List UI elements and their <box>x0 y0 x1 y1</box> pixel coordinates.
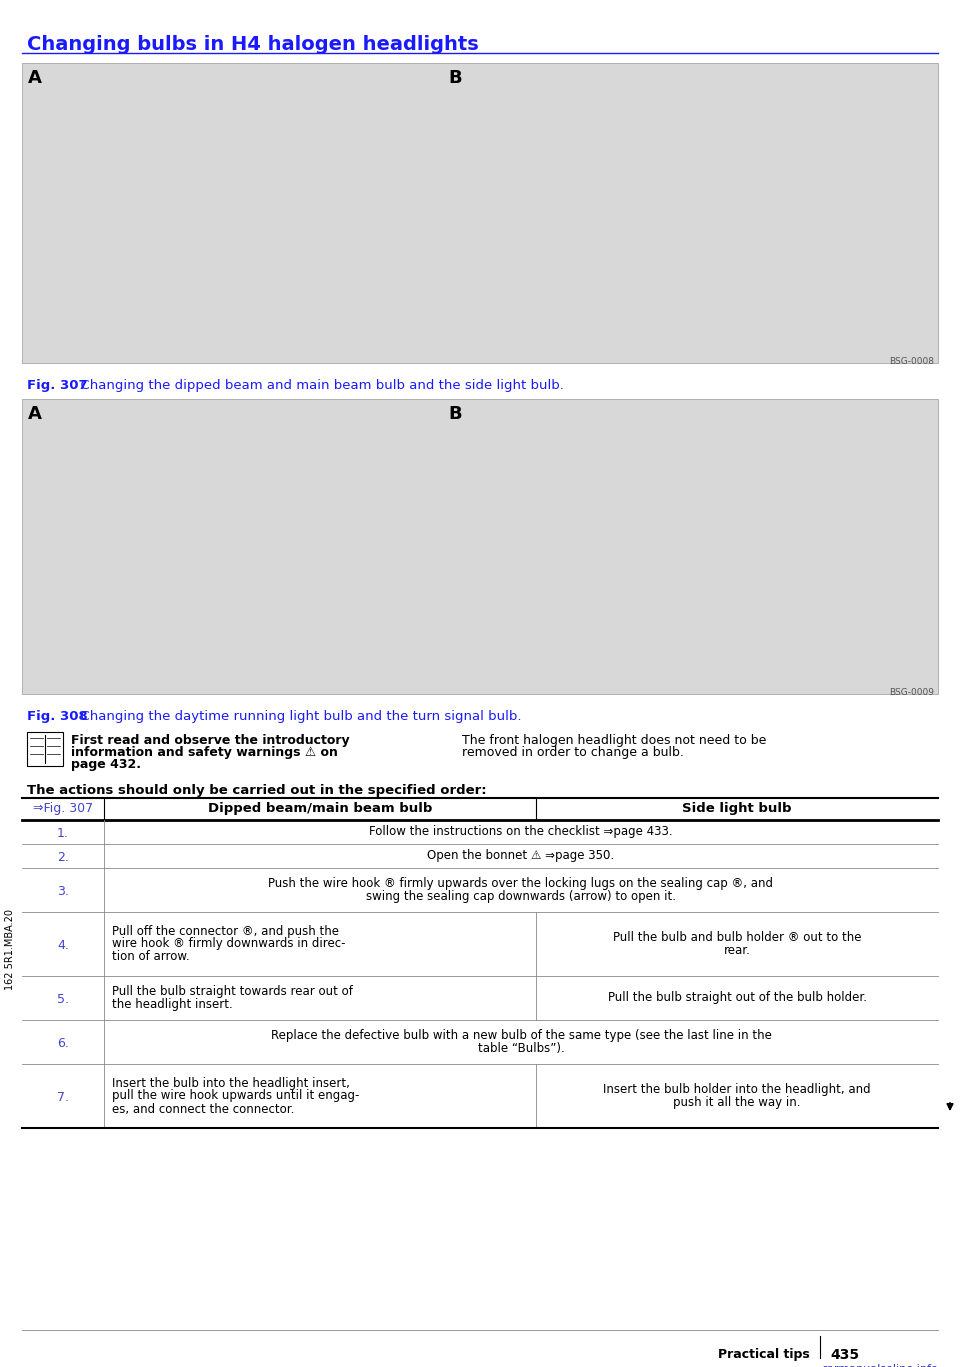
Text: Push the wire hook ® firmly upwards over the locking lugs on the sealing cap ®, : Push the wire hook ® firmly upwards over… <box>269 878 774 890</box>
Text: Fig. 307: Fig. 307 <box>27 379 87 392</box>
Bar <box>27 731 63 766</box>
Text: Changing the daytime running light bulb and the turn signal bulb.: Changing the daytime running light bulb … <box>72 709 521 723</box>
Text: First read and observe the introductory: First read and observe the introductory <box>71 734 349 746</box>
Text: BSG-0008: BSG-0008 <box>889 357 934 366</box>
Text: Pull off the connector ®, and push the: Pull off the connector ®, and push the <box>112 924 339 938</box>
Text: es, and connect the connector.: es, and connect the connector. <box>112 1103 295 1115</box>
Text: A: A <box>28 405 42 422</box>
Text: Pull the bulb and bulb holder ® out to the: Pull the bulb and bulb holder ® out to t… <box>612 931 861 945</box>
Text: The front halogen headlight does not need to be: The front halogen headlight does not nee… <box>462 734 766 746</box>
Text: rear.: rear. <box>724 945 751 957</box>
Text: Dipped beam/main beam bulb: Dipped beam/main beam bulb <box>207 802 432 815</box>
Text: Fig. 308: Fig. 308 <box>27 709 87 723</box>
Text: Practical tips: Practical tips <box>718 1348 810 1362</box>
Text: Insert the bulb into the headlight insert,: Insert the bulb into the headlight inser… <box>112 1076 349 1089</box>
Text: Replace the defective bulb with a new bulb of the same type (see the last line i: Replace the defective bulb with a new bu… <box>271 1029 772 1042</box>
Text: Changing the dipped beam and main beam bulb and the side light bulb.: Changing the dipped beam and main beam b… <box>72 379 564 392</box>
Text: Insert the bulb holder into the headlight, and: Insert the bulb holder into the headligh… <box>603 1083 871 1096</box>
Text: carmanualsoline.info: carmanualsoline.info <box>821 1364 938 1367</box>
Bar <box>22 63 938 364</box>
Text: B: B <box>448 405 462 422</box>
Text: Changing bulbs in H4 halogen headlights: Changing bulbs in H4 halogen headlights <box>27 36 479 55</box>
Text: removed in order to change a bulb.: removed in order to change a bulb. <box>462 746 684 759</box>
Text: 2.: 2. <box>57 852 69 864</box>
Text: the headlight insert.: the headlight insert. <box>112 998 232 1012</box>
Text: ⇒Fig. 307: ⇒Fig. 307 <box>33 802 93 815</box>
Text: table “Bulbs”).: table “Bulbs”). <box>478 1042 564 1055</box>
Bar <box>22 399 938 694</box>
Text: page 432.: page 432. <box>71 757 141 771</box>
Text: B: B <box>448 68 462 87</box>
Text: wire hook ® firmly downwards in direc-: wire hook ® firmly downwards in direc- <box>112 938 346 950</box>
Text: 4.: 4. <box>57 939 69 951</box>
Text: 6.: 6. <box>57 1038 69 1050</box>
Text: swing the sealing cap downwards (arrow) to open it.: swing the sealing cap downwards (arrow) … <box>366 890 676 904</box>
Text: pull the wire hook upwards until it engag-: pull the wire hook upwards until it enga… <box>112 1089 359 1103</box>
Text: information and safety warnings ⚠ on: information and safety warnings ⚠ on <box>71 746 338 759</box>
Text: 1.: 1. <box>57 827 69 839</box>
Text: push it all the way in.: push it all the way in. <box>673 1096 801 1109</box>
Text: Open the bonnet ⚠ ⇒page 350.: Open the bonnet ⚠ ⇒page 350. <box>427 849 614 863</box>
Text: 435: 435 <box>830 1348 859 1362</box>
Text: 162 5R1.MBA.20: 162 5R1.MBA.20 <box>5 909 15 991</box>
Text: A: A <box>28 68 42 87</box>
Text: 5.: 5. <box>57 992 69 1006</box>
Text: 7.: 7. <box>57 1091 69 1105</box>
Text: BSG-0009: BSG-0009 <box>889 688 934 697</box>
Text: Follow the instructions on the checklist ⇒page 433.: Follow the instructions on the checklist… <box>370 826 673 838</box>
Text: 3.: 3. <box>57 884 69 898</box>
Text: Pull the bulb straight towards rear out of: Pull the bulb straight towards rear out … <box>112 986 353 998</box>
Text: tion of arrow.: tion of arrow. <box>112 950 190 964</box>
Text: Pull the bulb straight out of the bulb holder.: Pull the bulb straight out of the bulb h… <box>608 991 867 1005</box>
Text: Side light bulb: Side light bulb <box>683 802 792 815</box>
Text: The actions should only be carried out in the specified order:: The actions should only be carried out i… <box>27 785 487 797</box>
